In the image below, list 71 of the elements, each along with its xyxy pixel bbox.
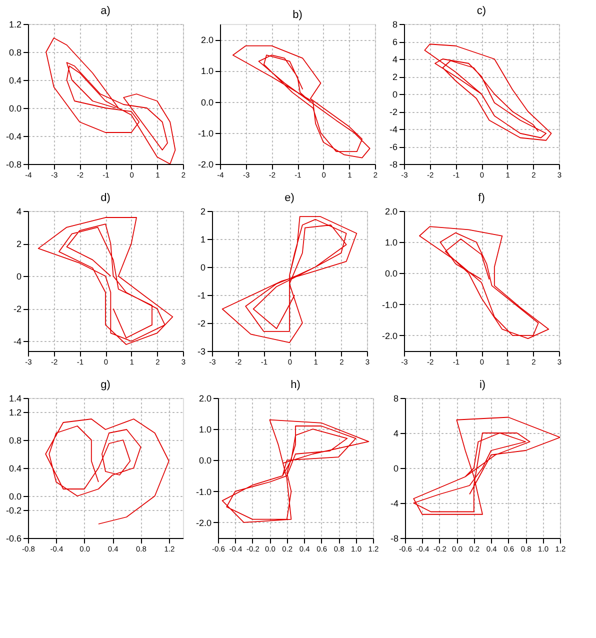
y-tick-label: -0.8 bbox=[6, 160, 22, 170]
chart-title: i) bbox=[479, 379, 486, 391]
y-tick-label: -0.4 bbox=[6, 132, 22, 142]
chart-title: g) bbox=[100, 379, 110, 391]
y-tick-label: 0.8 bbox=[8, 436, 22, 446]
chart-title: d) bbox=[100, 192, 110, 204]
y-tick-label: -2.0 bbox=[198, 160, 214, 170]
y-tick-label: 2 bbox=[200, 206, 206, 216]
y-tick-label: -2 bbox=[389, 107, 398, 117]
y-tick-label: 8 bbox=[393, 394, 398, 404]
y-tick-label: 2 bbox=[392, 72, 398, 82]
y-tick-label: 0.4 bbox=[8, 464, 22, 474]
y-tick-label: 4 bbox=[393, 428, 398, 438]
y-tick-label: -4 bbox=[390, 498, 398, 508]
y-tick-label: 1.4 bbox=[8, 394, 22, 404]
line-series bbox=[222, 419, 370, 523]
chart-title: b) bbox=[292, 9, 302, 21]
y-tick-label: 0 bbox=[393, 464, 398, 474]
y-tick-label: 0 bbox=[392, 90, 398, 100]
y-tick-label: -6 bbox=[389, 142, 398, 152]
y-tick-label: -8 bbox=[389, 160, 398, 170]
line-series bbox=[38, 217, 174, 345]
chart-title: a) bbox=[100, 5, 110, 17]
y-tick-label: -2 bbox=[13, 304, 22, 314]
y-tick-label: 1.2 bbox=[8, 408, 22, 418]
line-series bbox=[419, 226, 550, 340]
y-tick-label: 0 bbox=[200, 262, 206, 272]
y-tick-label: 0.4 bbox=[8, 76, 22, 86]
y-tick-label: -2.0 bbox=[196, 518, 212, 528]
y-tick-label: 0.0 bbox=[200, 97, 214, 108]
y-tick-label: 0.0 bbox=[384, 268, 398, 279]
y-tick-label: 0 bbox=[16, 272, 22, 282]
y-tick-label: -3 bbox=[197, 346, 206, 356]
line-series bbox=[222, 216, 358, 344]
line-series bbox=[424, 44, 552, 141]
y-tick-label: -4 bbox=[389, 124, 398, 134]
y-tick-label: 2.0 bbox=[200, 35, 214, 46]
y-tick-label: 4 bbox=[16, 206, 22, 216]
y-tick-label: 1.0 bbox=[200, 66, 214, 76]
y-tick-label: -8 bbox=[390, 534, 398, 544]
y-tick-label: 0.0 bbox=[8, 492, 22, 502]
line-series bbox=[46, 38, 176, 164]
chart-title: h) bbox=[290, 379, 300, 391]
y-tick-label: 2.0 bbox=[384, 206, 398, 216]
y-tick-label: 1.0 bbox=[198, 424, 212, 435]
y-tick-label: 0.0 bbox=[8, 104, 22, 114]
line-series bbox=[413, 416, 560, 515]
y-tick-label: 4 bbox=[392, 54, 398, 64]
y-tick-label: 1.0 bbox=[384, 238, 398, 248]
y-tick-label: -0.2 bbox=[6, 506, 22, 516]
line-series bbox=[232, 45, 370, 158]
y-tick-label: 1.2 bbox=[8, 20, 22, 30]
chart-title: c) bbox=[476, 5, 486, 17]
y-tick-label: -1 bbox=[197, 290, 206, 300]
y-tick-label: -2.0 bbox=[382, 330, 398, 341]
chart-title: e) bbox=[284, 192, 294, 204]
y-tick-label: 0.0 bbox=[198, 456, 212, 466]
y-tick-label: 1 bbox=[200, 234, 206, 244]
y-tick-label: -0.6 bbox=[6, 534, 22, 544]
y-tick-label: 8 bbox=[392, 20, 398, 30]
y-tick-label: -1.0 bbox=[198, 128, 214, 138]
chart-title: f) bbox=[478, 192, 485, 204]
y-tick-label: 0.8 bbox=[8, 48, 22, 58]
line-series bbox=[45, 418, 170, 524]
y-tick-label: 6 bbox=[392, 37, 398, 47]
y-tick-label: 2.0 bbox=[198, 394, 212, 404]
y-tick-label: 2 bbox=[16, 239, 22, 250]
y-tick-label: -1.0 bbox=[196, 486, 212, 497]
y-tick-label: -1.0 bbox=[382, 300, 398, 310]
y-tick-label: -2 bbox=[197, 318, 206, 328]
y-tick-label: -4 bbox=[13, 336, 22, 347]
